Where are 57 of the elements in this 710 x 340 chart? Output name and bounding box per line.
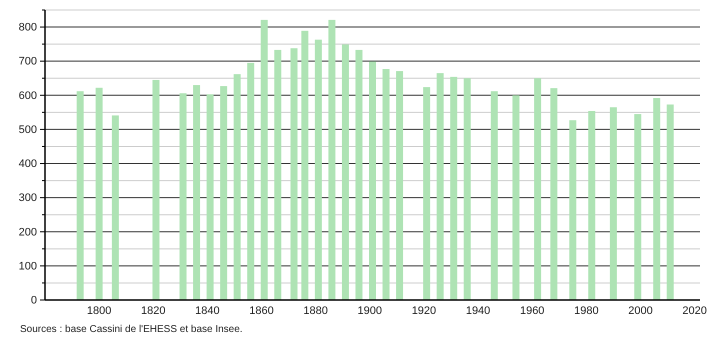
x-tick-label: 2000: [628, 304, 653, 317]
y-tick-label: 700: [18, 56, 37, 68]
bar: [634, 114, 642, 300]
x-tick-label: 1900: [358, 304, 382, 317]
x-tick-label: 1860: [249, 304, 274, 317]
bar: [423, 87, 430, 300]
bar: [464, 78, 471, 300]
bar: [220, 86, 228, 300]
bar: [193, 85, 200, 300]
bar: [450, 76, 458, 300]
bar: [76, 91, 84, 300]
bar: [290, 48, 298, 300]
x-tick-label: 1920: [412, 304, 436, 317]
bar: [152, 80, 160, 300]
x-tick-label: 1880: [303, 304, 328, 317]
y-tick-label: 400: [18, 158, 37, 170]
y-tick-label: 200: [18, 226, 37, 238]
source-note: Sources : base Cassini de l'EHESS et base Insee.: [20, 324, 243, 335]
y-tick-label: 500: [18, 124, 37, 136]
bar: [396, 71, 404, 300]
x-tick-label: 1800: [86, 304, 112, 317]
bar: [666, 104, 674, 300]
bar: [610, 107, 617, 300]
bar: [569, 120, 576, 300]
bar: [382, 69, 390, 300]
bar: [550, 88, 558, 300]
bar: [355, 50, 362, 300]
x-tick-label: 1940: [466, 304, 490, 317]
bar: [490, 91, 498, 300]
bar: [653, 98, 660, 300]
bar: [369, 62, 376, 300]
bar: [274, 50, 282, 300]
x-tick-label: 2020: [682, 304, 707, 317]
bar: [534, 78, 542, 300]
y-tick-label: 800: [18, 22, 37, 34]
bar: [247, 62, 254, 300]
bar: [260, 20, 268, 300]
bar: [234, 74, 241, 300]
y-tick-label: 0: [30, 294, 37, 307]
y-tick-label: 300: [18, 192, 37, 204]
bar: [96, 88, 103, 300]
y-tick-label: 600: [18, 90, 37, 102]
bar: [588, 110, 596, 300]
x-tick-label: 1960: [520, 304, 544, 317]
x-tick-label: 1840: [195, 304, 220, 317]
bar: [112, 115, 119, 300]
bar: [436, 73, 444, 300]
bar: [206, 94, 214, 300]
x-tick-label: 1820: [141, 304, 166, 317]
bar: [180, 93, 187, 300]
x-tick-label: 1980: [574, 304, 599, 317]
bar: [342, 44, 349, 300]
bar: [328, 20, 336, 300]
bar: [314, 40, 322, 300]
y-tick-label: 100: [18, 260, 37, 272]
bar: [512, 95, 520, 300]
bar: [301, 30, 308, 300]
